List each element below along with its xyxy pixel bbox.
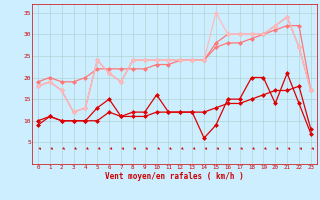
X-axis label: Vent moyen/en rafales ( km/h ): Vent moyen/en rafales ( km/h ) [105, 172, 244, 181]
